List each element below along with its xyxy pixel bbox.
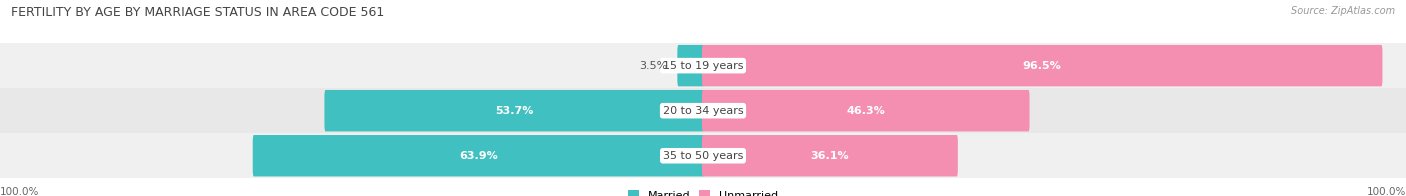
Text: 20 to 34 years: 20 to 34 years	[662, 106, 744, 116]
Bar	[0, 88, 1406, 133]
FancyBboxPatch shape	[702, 90, 1029, 132]
Text: 100.0%: 100.0%	[0, 187, 39, 196]
Text: 53.7%: 53.7%	[495, 106, 533, 116]
Text: 96.5%: 96.5%	[1022, 61, 1062, 71]
Text: 15 to 19 years: 15 to 19 years	[662, 61, 744, 71]
Legend: Married, Unmarried: Married, Unmarried	[627, 190, 779, 196]
FancyBboxPatch shape	[702, 45, 1382, 86]
Bar	[0, 133, 1406, 178]
Text: 3.5%: 3.5%	[640, 61, 668, 71]
Text: 46.3%: 46.3%	[846, 106, 886, 116]
Text: Source: ZipAtlas.com: Source: ZipAtlas.com	[1291, 6, 1395, 16]
Text: 36.1%: 36.1%	[811, 151, 849, 161]
FancyBboxPatch shape	[702, 135, 957, 176]
Text: 35 to 50 years: 35 to 50 years	[662, 151, 744, 161]
Text: FERTILITY BY AGE BY MARRIAGE STATUS IN AREA CODE 561: FERTILITY BY AGE BY MARRIAGE STATUS IN A…	[11, 6, 384, 19]
FancyBboxPatch shape	[678, 45, 704, 86]
FancyBboxPatch shape	[253, 135, 704, 176]
Text: 100.0%: 100.0%	[1367, 187, 1406, 196]
FancyBboxPatch shape	[325, 90, 704, 132]
Text: 63.9%: 63.9%	[458, 151, 498, 161]
Bar	[0, 43, 1406, 88]
